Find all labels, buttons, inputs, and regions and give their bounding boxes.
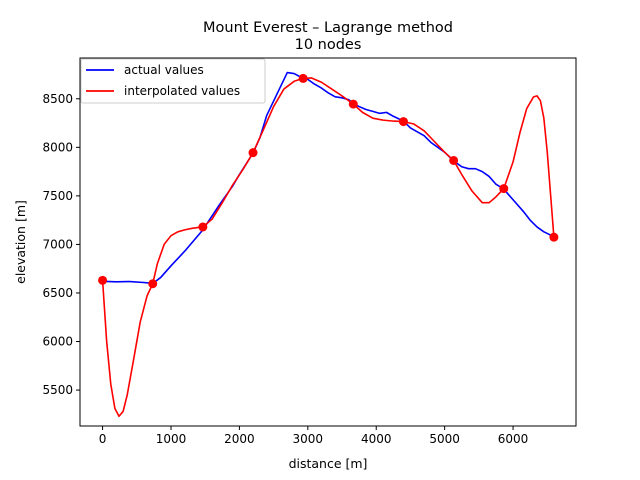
x-tick-label: 4000 <box>361 432 392 446</box>
x-tick-label: 5000 <box>429 432 460 446</box>
interpolation-node <box>348 99 358 109</box>
interpolation-node <box>198 222 208 232</box>
chart-subtitle: 10 nodes <box>295 37 362 53</box>
y-tick-label: 8000 <box>42 140 73 154</box>
legend-frame <box>80 58 266 104</box>
y-tick-label: 7500 <box>42 189 73 203</box>
y-axis-label: elevation [m] <box>13 200 28 284</box>
interpolation-node <box>398 117 408 127</box>
interpolation-node <box>248 148 258 158</box>
x-tick-label: 0 <box>99 432 107 446</box>
x-tick-label: 6000 <box>498 432 529 446</box>
series-line-actual <box>102 71 555 285</box>
y-tick-label: 7000 <box>42 237 73 251</box>
chart-title: Mount Everest – Lagrange method <box>203 20 453 36</box>
x-tick-label: 2000 <box>224 432 255 446</box>
x-axis-label: distance [m] <box>289 456 368 471</box>
legend: actual values interpolated values <box>80 58 266 104</box>
x-tick-label: 1000 <box>156 432 187 446</box>
y-tick-label: 5500 <box>42 383 73 397</box>
legend-label-interpolated: interpolated values <box>124 84 240 98</box>
interpolation-node <box>98 275 108 285</box>
plot-frame <box>79 57 577 427</box>
y-tick-label: 8500 <box>42 92 73 106</box>
interpolation-node <box>298 73 308 83</box>
y-tick-label: 6500 <box>42 286 73 300</box>
y-tick-label: 6000 <box>42 335 73 349</box>
legend-label-actual: actual values <box>124 63 204 77</box>
interpolation-node <box>148 279 158 289</box>
interpolation-node <box>499 184 509 194</box>
x-tick-label: 3000 <box>293 432 324 446</box>
interpolation-node <box>549 232 559 242</box>
plot-area: 0 1000 2000 3000 4000 5000 6000 5500 6000 6500 700… <box>42 57 577 446</box>
interpolation-node <box>449 155 459 165</box>
